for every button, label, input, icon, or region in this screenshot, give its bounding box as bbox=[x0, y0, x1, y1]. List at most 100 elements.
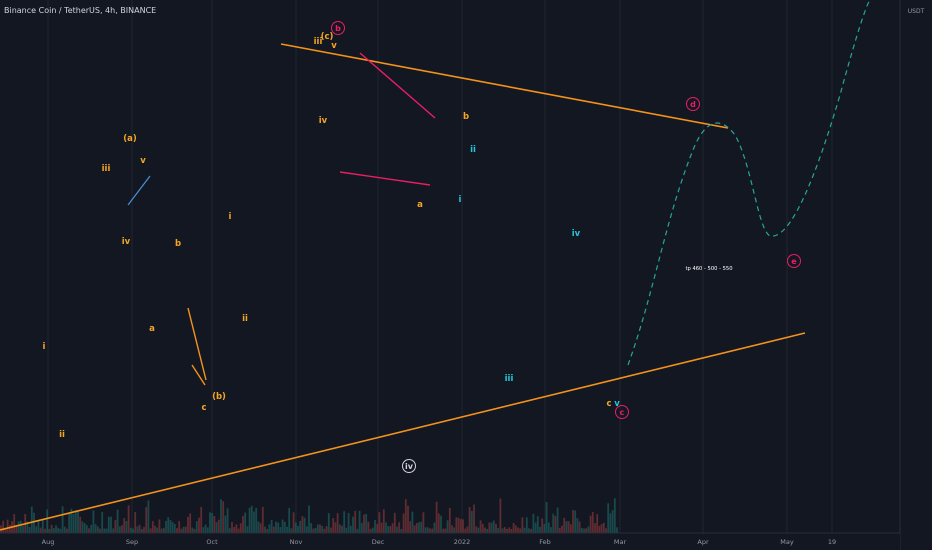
wedge-line bbox=[191, 364, 206, 386]
volume-bar bbox=[79, 516, 82, 533]
wave-label: b bbox=[175, 239, 181, 249]
x-tick-label: Mar bbox=[614, 538, 627, 546]
volume-bar bbox=[543, 523, 546, 533]
volume-bar bbox=[314, 527, 317, 533]
channel-line bbox=[127, 175, 151, 206]
wave-label: i bbox=[459, 195, 462, 205]
projection-path bbox=[627, 0, 871, 366]
volume-bar bbox=[308, 505, 310, 533]
volume-bar bbox=[420, 521, 423, 533]
volume-bar bbox=[499, 498, 502, 533]
volume-bar bbox=[105, 528, 108, 533]
volume-bar bbox=[158, 519, 161, 533]
x-tick-label: May bbox=[780, 538, 794, 546]
volume-bar bbox=[446, 520, 449, 533]
volume-bar bbox=[17, 521, 20, 533]
volume-bar bbox=[358, 510, 361, 533]
volume-bar bbox=[503, 527, 506, 533]
wave-label: iii bbox=[102, 164, 111, 174]
volume-bar bbox=[184, 526, 187, 533]
volume-bar bbox=[422, 512, 425, 533]
volume-bar bbox=[136, 526, 139, 533]
volume-bar bbox=[477, 527, 480, 533]
volume-bar bbox=[193, 528, 196, 533]
wave-label: ii bbox=[59, 430, 65, 440]
volume-bar bbox=[88, 528, 90, 533]
volume-bar bbox=[143, 526, 145, 533]
volume-bar bbox=[534, 522, 537, 533]
volume-bar bbox=[297, 525, 299, 533]
volume-bar bbox=[550, 527, 552, 533]
wave-label: d bbox=[690, 100, 696, 109]
x-tick-label: Feb bbox=[539, 538, 551, 546]
wave-label: a bbox=[417, 200, 423, 210]
volume-bar bbox=[281, 519, 284, 533]
volume-bar bbox=[127, 505, 130, 533]
volume-bar bbox=[521, 517, 524, 533]
volume-bar bbox=[475, 526, 478, 533]
volume-bar bbox=[457, 517, 460, 533]
volume-bar bbox=[61, 506, 64, 533]
wave-label: v bbox=[614, 399, 620, 409]
wave-label: iii bbox=[505, 374, 514, 384]
wave-label-ring bbox=[615, 405, 629, 419]
volume-bar bbox=[514, 525, 517, 533]
volume-bar bbox=[501, 528, 504, 533]
volume-bar bbox=[22, 525, 24, 533]
wave-label: iv bbox=[572, 229, 581, 239]
volume-bar bbox=[162, 527, 165, 533]
volume-bar bbox=[217, 519, 220, 533]
volume-bar bbox=[389, 526, 392, 533]
volume-bar bbox=[508, 527, 511, 533]
volume-bar bbox=[255, 507, 258, 533]
volume-bar bbox=[319, 524, 321, 533]
volume-bar bbox=[151, 521, 154, 533]
volume-bar bbox=[470, 510, 473, 533]
volume-bar bbox=[371, 527, 374, 533]
volume-bar bbox=[101, 512, 104, 533]
volume-bar bbox=[523, 527, 526, 533]
volume-bar bbox=[244, 512, 247, 533]
volume-bars bbox=[0, 498, 618, 533]
volume-bar bbox=[204, 524, 207, 533]
volume-bar bbox=[360, 522, 363, 533]
wave-label: iv bbox=[319, 116, 328, 126]
wave-label: (a) bbox=[123, 134, 137, 144]
volume-bar bbox=[510, 528, 513, 533]
volume-bar bbox=[231, 521, 233, 533]
volume-bar bbox=[202, 527, 205, 533]
volume-bar bbox=[589, 515, 592, 533]
wave-label: a bbox=[149, 324, 155, 334]
volume-bar bbox=[187, 516, 189, 533]
volume-bar bbox=[385, 522, 387, 533]
wave-label: b bbox=[335, 24, 341, 33]
volume-bar bbox=[33, 512, 35, 533]
volume-bar bbox=[602, 522, 605, 533]
volume-bar bbox=[266, 528, 269, 533]
volume-bar bbox=[473, 504, 475, 533]
volume-bar bbox=[226, 508, 229, 533]
volume-bar bbox=[235, 524, 238, 533]
volume-bar bbox=[536, 516, 539, 533]
volume-bar bbox=[600, 524, 603, 533]
volume-bar bbox=[552, 513, 555, 533]
volume-bar bbox=[160, 528, 163, 533]
volume-bar bbox=[393, 512, 396, 533]
volume-bar bbox=[154, 525, 156, 533]
wave-label: i bbox=[229, 212, 232, 222]
volume-bar bbox=[66, 528, 68, 533]
volume-bar bbox=[323, 528, 326, 533]
volume-bar bbox=[561, 525, 563, 533]
volume-bar bbox=[363, 514, 365, 533]
volume-bar bbox=[325, 526, 328, 533]
volume-bar bbox=[250, 505, 253, 533]
volume-bar bbox=[2, 520, 5, 533]
volume-bar bbox=[336, 513, 339, 533]
volume-bar bbox=[123, 518, 126, 533]
volume-bar bbox=[402, 513, 405, 533]
volume-bar bbox=[294, 522, 297, 533]
volume-bar bbox=[506, 528, 508, 533]
